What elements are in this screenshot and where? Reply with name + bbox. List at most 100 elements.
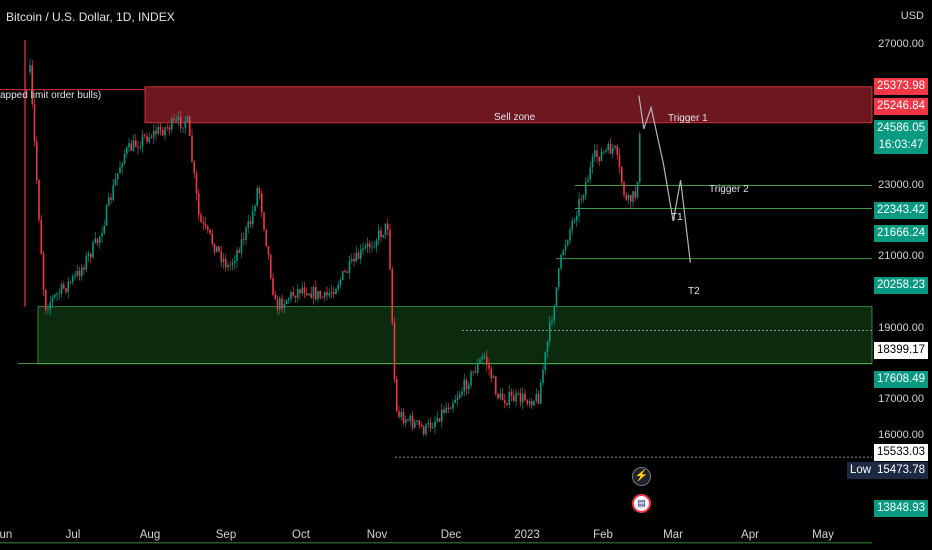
candle-body: [476, 362, 479, 373]
candle-body: [578, 199, 580, 216]
level-lines: [0, 185, 872, 544]
candle-body: [422, 426, 425, 435]
candle-body: [632, 191, 634, 202]
unmapped-label: apped limit order bulls): [0, 90, 102, 101]
candle-body: [292, 291, 295, 296]
candle-body: [582, 195, 585, 200]
candle-body: [443, 409, 445, 413]
candle-body: [236, 250, 238, 262]
candle-body: [479, 359, 481, 363]
candle-body: [614, 145, 616, 148]
candle-body: [321, 297, 324, 299]
candle-body: [339, 279, 342, 286]
candle-body: [247, 221, 250, 228]
candle-body: [146, 136, 148, 142]
x-label: Nov: [366, 529, 388, 541]
candle-body: [627, 194, 630, 200]
candle-body: [29, 65, 31, 73]
candle-body: [407, 419, 409, 421]
candle-body: [537, 394, 540, 404]
candle-body: [206, 226, 209, 230]
candle-body: [519, 392, 522, 403]
candle-body: [440, 409, 443, 422]
candle-body: [553, 306, 556, 321]
candle-body: [148, 137, 151, 142]
candle-body: [222, 258, 225, 263]
candle-body: [94, 238, 97, 243]
candle-body: [121, 163, 124, 168]
candle-body: [506, 403, 508, 405]
candle-body: [384, 223, 387, 235]
candle-body: [634, 191, 637, 198]
lightning-icon[interactable]: ⚡: [632, 467, 651, 486]
candle-body: [38, 180, 40, 220]
candle-body: [436, 418, 439, 422]
candle-body: [267, 246, 270, 255]
price-tag-countdown: 16:03:47: [874, 137, 928, 154]
candle-body: [488, 364, 490, 369]
candle-body: [465, 379, 468, 390]
candle-body: [418, 420, 421, 425]
candle-body: [600, 152, 603, 161]
candle-body: [393, 322, 396, 380]
candle-body: [571, 220, 574, 230]
candle-body: [409, 415, 412, 421]
candle-body: [557, 268, 560, 288]
candle-body: [438, 418, 441, 422]
price-tag-last: 24586.05: [874, 120, 928, 137]
candle-body: [497, 394, 499, 399]
x-label: Feb: [593, 529, 613, 541]
candle-body: [150, 137, 153, 138]
candle-body: [224, 258, 227, 268]
candle-body: [87, 253, 90, 257]
candle-body: [308, 293, 310, 296]
candle-body: [215, 246, 218, 253]
candle-body: [319, 291, 322, 298]
candle-body: [211, 233, 214, 244]
candle-body: [366, 243, 369, 247]
price-tag-bid: 25246.84: [874, 98, 928, 115]
candle-body: [195, 173, 198, 194]
candle-body: [242, 239, 245, 240]
candle-body: [517, 392, 520, 394]
candle-body: [485, 356, 488, 365]
buy-zone: [37, 306, 873, 365]
candle-body: [263, 212, 265, 230]
price-tag-level: 22343.42: [874, 202, 928, 219]
candle-body: [323, 292, 326, 298]
candle-body: [625, 194, 628, 200]
candle-body: [116, 173, 119, 180]
candle-body: [157, 126, 160, 135]
candle-body: [285, 300, 288, 305]
candle-body: [258, 188, 261, 194]
low-label: Low: [847, 462, 874, 479]
candle-body: [238, 250, 241, 253]
candle-body: [40, 219, 43, 255]
candle-body: [591, 157, 594, 168]
candle-body: [283, 304, 286, 309]
candle-body: [350, 258, 353, 262]
price-tag-level: 13848.93: [874, 500, 928, 517]
candle-body: [463, 379, 466, 392]
candle-body: [587, 179, 589, 183]
price-tag-level: 17608.49: [874, 371, 928, 388]
candle-body: [51, 297, 54, 303]
candle-body: [71, 276, 74, 282]
candle-body: [197, 193, 200, 215]
us-flag-icon[interactable]: ▤: [632, 494, 651, 513]
projection-line: [638, 95, 691, 263]
candle-body: [256, 188, 259, 206]
candle-body: [346, 271, 349, 273]
price-tag-level: 20258.23: [874, 277, 928, 294]
candle-body: [364, 246, 367, 249]
candle-body: [411, 415, 414, 428]
candle-body: [386, 223, 389, 230]
t2-label: T2: [688, 286, 700, 297]
candle-body: [182, 127, 184, 129]
candle-body: [573, 220, 576, 222]
zones: [0, 86, 873, 365]
candle-body: [101, 233, 103, 237]
candle-body: [96, 238, 99, 243]
y-tick: 19000.00: [878, 322, 924, 334]
